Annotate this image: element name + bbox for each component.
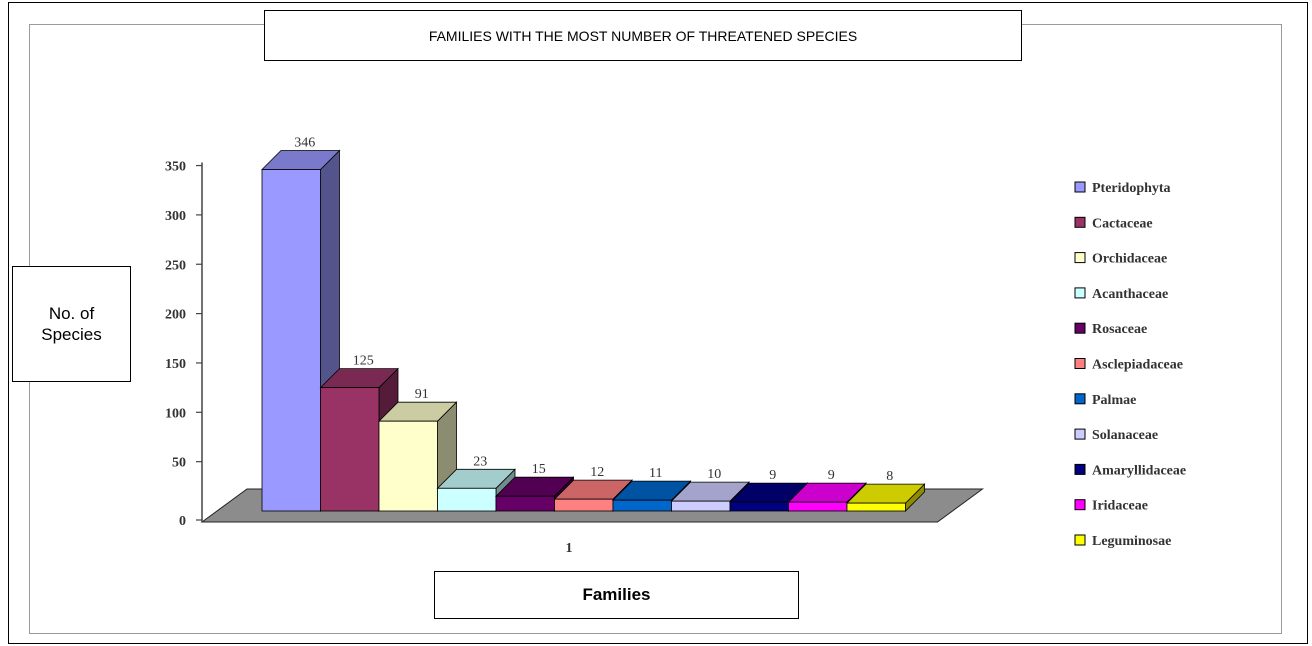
legend-label: Palmae (1092, 393, 1136, 408)
y-axis: 0 50 100 150 200 250 300 350 (165, 160, 203, 529)
legend-label: Pteridophyta (1092, 181, 1171, 196)
x-tick-label: 1 (566, 541, 573, 556)
legend-label: Leguminosae (1092, 534, 1171, 549)
data-label: 125 (353, 354, 374, 369)
bar-front (846, 502, 906, 512)
legend-label: Cactaceae (1092, 216, 1153, 231)
bar-front (495, 495, 555, 512)
legend-swatch (1074, 499, 1086, 511)
bar-front (788, 501, 848, 512)
bar-front (437, 487, 497, 512)
legend-label: Acanthaceae (1092, 287, 1168, 302)
legend-item: Solanaceae (1074, 428, 1158, 443)
data-label: 11 (649, 466, 662, 481)
legend-swatch (1074, 393, 1086, 405)
data-label: 8 (886, 469, 893, 484)
y-tick-label: 300 (165, 209, 186, 224)
y-tick-label: 250 (165, 258, 186, 273)
legend-swatch (1074, 358, 1086, 369)
page-border (8, 2, 1308, 644)
legend-item: Palmae (1074, 393, 1136, 408)
data-label: 9 (769, 468, 776, 483)
bar-front (261, 169, 321, 512)
data-label: 346 (294, 135, 315, 150)
bar-front (671, 500, 731, 512)
bar-front (729, 501, 789, 512)
legend-swatch (1074, 181, 1086, 193)
legend-swatch (1074, 252, 1086, 264)
legend-label: Orchidaceae (1092, 252, 1167, 267)
legend-swatch (1074, 463, 1086, 475)
legend-item: Cactaceae (1074, 216, 1153, 231)
bars (261, 149, 926, 512)
chart-title: FAMILIES WITH THE MOST NUMBER OF THREATE… (264, 10, 1022, 61)
bar-front (612, 499, 672, 512)
y-axis-label: No. of Species (12, 266, 131, 382)
legend-item: Amaryllidaceae (1074, 463, 1186, 478)
data-labels: 346 125 91 23 15 12 11 10 9 9 8 (294, 135, 893, 484)
legend-swatch (1074, 216, 1086, 228)
legend-item: Asclepiadaceae (1074, 358, 1183, 373)
legend-swatch (1074, 534, 1086, 546)
legend-item: Acanthaceae (1074, 287, 1168, 302)
bar-front (320, 387, 380, 512)
data-label: 10 (707, 467, 721, 482)
legend-item: Pteridophyta (1074, 181, 1171, 196)
legend-item: Leguminosae (1074, 534, 1171, 549)
bar-front (378, 420, 438, 512)
legend-swatch (1074, 322, 1086, 334)
y-tick-label: 200 (165, 308, 186, 323)
y-tick-label: 100 (165, 406, 186, 421)
legend-label: Rosaceae (1092, 322, 1147, 337)
legend-swatch (1074, 287, 1086, 299)
legend-item: Rosaceae (1074, 322, 1147, 337)
legend-swatch (1074, 428, 1086, 440)
legend-label: Solanaceae (1092, 428, 1158, 443)
bar-leguminosae (846, 483, 926, 512)
legend-item: Iridaceae (1074, 499, 1148, 514)
data-label: 15 (532, 462, 546, 477)
y-tick-label: 350 (165, 160, 186, 175)
data-label: 23 (473, 454, 487, 469)
y-tick-label: 0 (179, 514, 186, 529)
bar-acanthaceae (436, 468, 516, 512)
x-axis-categories: 1 (566, 541, 573, 556)
legend-label: Iridaceae (1092, 499, 1148, 514)
legend-label: Amaryllidaceae (1092, 463, 1186, 478)
x-axis-label: Families (434, 571, 799, 619)
bar-front (554, 498, 614, 512)
data-label: 9 (828, 468, 835, 483)
data-label: 91 (415, 387, 429, 402)
y-tick-label: 50 (172, 456, 186, 471)
legend-item: Orchidaceae (1074, 252, 1167, 267)
data-label: 12 (590, 465, 604, 480)
legend-label: Asclepiadaceae (1092, 358, 1183, 373)
y-tick-label: 150 (165, 357, 186, 372)
legend: Pteridophyta Cactaceae Orchidaceae Acanthac… (1074, 181, 1186, 549)
